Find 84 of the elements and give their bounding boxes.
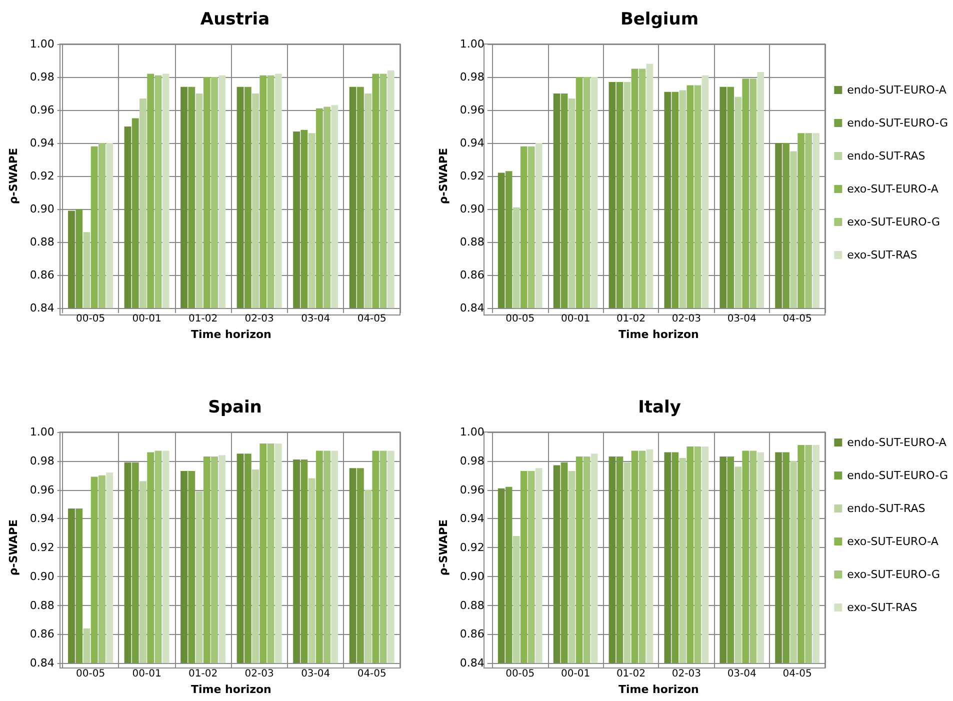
- y-tick-label: 0.96: [460, 483, 484, 496]
- x-tick-label: 03-04: [727, 668, 756, 680]
- x-axis-title: Time horizon: [618, 683, 699, 696]
- y-tick-label: 0.94: [460, 512, 484, 526]
- chart-title: Italy: [638, 398, 681, 418]
- y-tick-label: 0.88: [30, 236, 54, 249]
- y-tick-label: 0.86: [30, 628, 54, 641]
- y-tick-label: 0.96: [460, 104, 484, 117]
- y-tick-label: 0.92: [460, 541, 484, 554]
- x-axis-title: Time horizon: [190, 328, 272, 341]
- y-tick-label: 1.00: [460, 426, 484, 438]
- y-tick-label: 0.86: [460, 268, 484, 282]
- legend-label: exo-SUT-RAS: [847, 601, 918, 614]
- x-tick-label: 02-03: [672, 314, 701, 325]
- legend-label: exo-SUT-EURO-G: [847, 568, 940, 581]
- y-axis-title: ρ-SWAPE: [7, 148, 20, 204]
- y-axis-title: ρ-SWAPE: [437, 520, 450, 576]
- x-tick-label: 02-03: [244, 314, 274, 325]
- y-tick-label: 0.94: [30, 512, 54, 526]
- y-tick-label: 0.84: [30, 656, 54, 670]
- x-tick-label: 01-02: [616, 314, 646, 325]
- y-tick-label: 0.90: [460, 202, 484, 216]
- y-tick-label: 0.92: [30, 541, 54, 554]
- y-tick-label: 1.00: [460, 38, 484, 50]
- y-tick-label: 0.90: [30, 570, 54, 583]
- x-tick-label: 01-02: [188, 314, 218, 325]
- x-tick-label: 00-01: [132, 668, 162, 680]
- x-tick-label: 00-01: [561, 314, 590, 325]
- x-tick-label: 00-01: [132, 314, 162, 325]
- x-tick-label: 04-05: [782, 668, 812, 680]
- legend-label: endo-SUT-EURO-A: [847, 84, 947, 96]
- y-tick-label: 0.98: [460, 70, 484, 84]
- x-tick-label: 02-03: [672, 668, 701, 680]
- x-tick-label: 01-02: [616, 668, 646, 680]
- x-tick-label: 00-05: [76, 668, 106, 680]
- y-tick-label: 0.84: [30, 302, 54, 315]
- y-tick-label: 0.94: [460, 136, 484, 150]
- x-tick-label: 01-02: [188, 668, 218, 680]
- y-tick-label: 0.84: [460, 656, 484, 670]
- x-tick-label: 04-05: [357, 314, 386, 325]
- chart-title: Belgium: [620, 10, 699, 30]
- y-tick-label: 0.98: [460, 454, 484, 468]
- y-tick-label: 0.92: [460, 170, 484, 183]
- y-tick-label: 0.84: [460, 302, 484, 315]
- legend-label: exo-SUT-EURO-A: [847, 182, 939, 196]
- legend-label: endo-SUT-EURO-G: [847, 116, 948, 130]
- chart-title: Austria: [200, 10, 270, 30]
- legend-label: endo-SUT-RAS: [847, 150, 926, 162]
- x-axis-title: Time horizon: [190, 683, 272, 696]
- y-tick-label: 0.88: [30, 598, 54, 612]
- legend-label: endo-SUT-EURO-A: [847, 436, 947, 449]
- y-tick-label: 0.98: [30, 454, 54, 468]
- y-tick-label: 1.00: [30, 38, 54, 50]
- y-tick-label: 0.94: [30, 136, 54, 150]
- y-tick-label: 0.90: [30, 202, 54, 216]
- legend-label: exo-SUT-RAS: [847, 248, 918, 262]
- x-tick-label: 02-03: [244, 668, 274, 680]
- y-axis-title: ρ-SWAPE: [7, 520, 20, 576]
- x-tick-label: 00-05: [506, 314, 535, 325]
- x-tick-label: 04-05: [357, 668, 386, 680]
- legend-label: endo-SUT-EURO-G: [847, 469, 948, 482]
- legend-label: exo-SUT-EURO-A: [847, 535, 939, 548]
- y-tick-label: 0.88: [460, 236, 484, 249]
- x-tick-label: 04-05: [782, 314, 812, 325]
- y-tick-label: 0.96: [30, 483, 54, 496]
- y-tick-label: 0.92: [30, 170, 54, 183]
- y-tick-label: 0.88: [460, 598, 484, 612]
- chart-title: Spain: [208, 398, 262, 418]
- y-tick-label: 0.90: [460, 570, 484, 583]
- x-tick-label: 00-05: [76, 314, 106, 325]
- y-tick-label: 0.98: [30, 70, 54, 84]
- y-tick-label: 0.86: [30, 268, 54, 282]
- y-tick-label: 0.86: [460, 628, 484, 641]
- legend-label: endo-SUT-RAS: [847, 502, 926, 515]
- x-tick-label: 00-05: [506, 668, 535, 680]
- x-tick-label: 03-04: [727, 314, 756, 325]
- x-tick-label: 03-04: [301, 668, 330, 680]
- legend-label: exo-SUT-EURO-G: [847, 216, 940, 228]
- y-axis-title: ρ-SWAPE: [437, 148, 450, 204]
- y-tick-label: 0.96: [30, 104, 54, 117]
- x-axis-title: Time horizon: [618, 328, 699, 341]
- x-tick-label: 03-04: [301, 314, 330, 325]
- y-tick-label: 1.00: [30, 426, 54, 438]
- x-tick-label: 00-01: [561, 668, 590, 680]
